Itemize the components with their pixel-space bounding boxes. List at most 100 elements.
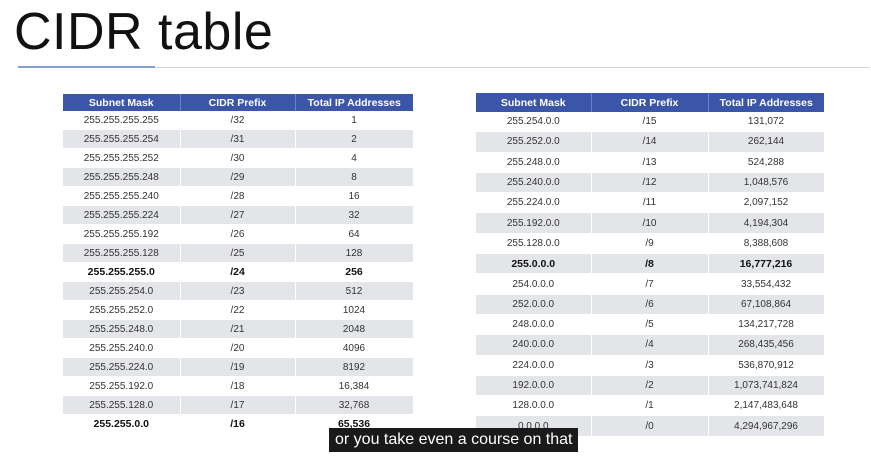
cidr-prefix-cell: /29	[180, 167, 296, 187]
cidr-prefix-cell: /28	[180, 186, 296, 206]
cidr-prefix-cell: /8	[591, 253, 709, 275]
total-ip-cell: 512	[295, 281, 414, 301]
table-row: 255.255.254.0/23 512	[63, 281, 414, 301]
cidr-prefix-cell: /31	[180, 129, 296, 149]
cidr-prefix-cell: /5	[591, 314, 709, 336]
table-row: 255.192.0.0/10 4,194,304	[476, 212, 825, 234]
subnet-mask-cell: 255.255.255.252	[63, 148, 181, 168]
total-ip-cell: 1	[295, 111, 414, 130]
cidr-prefix-cell: /6	[591, 294, 709, 315]
subnet-mask-cell: 255.255.255.224	[63, 205, 181, 225]
total-ip-cell: 4,294,967,296	[708, 415, 825, 437]
header-total-ip-addresses: Total IP Addresses	[295, 94, 413, 111]
total-ip-cell: 32	[295, 205, 414, 225]
table-row: 255.248.0.0/13 524,288	[476, 152, 825, 173]
table-row: 248.0.0.0/5 134,217,728	[476, 314, 825, 336]
cidr-prefix-cell: /16	[180, 414, 296, 434]
cidr-prefix-cell: /24	[180, 262, 296, 282]
subnet-mask-cell: 255.255.240.0	[63, 338, 181, 358]
total-ip-cell: 64	[295, 224, 414, 244]
total-ip-cell: 67,108,864	[708, 294, 825, 315]
subnet-mask-cell: 255.255.255.248	[63, 167, 181, 187]
subnet-mask-cell: 252.0.0.0	[476, 294, 592, 315]
table-row: 255.255.248.0/21 2048	[63, 319, 414, 339]
cidr-prefix-cell: /10	[591, 212, 709, 234]
subnet-mask-cell: 255.255.255.128	[63, 243, 181, 263]
subnet-mask-cell: 255.255.255.0	[63, 262, 181, 282]
cidr-prefix-cell: /26	[180, 224, 296, 244]
total-ip-cell: 1,073,741,824	[708, 375, 825, 397]
total-ip-cell: 2048	[295, 319, 414, 339]
table-row: 255.252.0.0/14 262,144	[476, 131, 825, 153]
subnet-mask-cell: 255.254.0.0	[476, 112, 592, 133]
table-row: 255.128.0.0/9 8,388,608	[476, 233, 825, 255]
total-ip-cell: 134,217,728	[708, 314, 825, 336]
total-ip-cell: 4096	[295, 338, 414, 358]
slide-title: CIDR table	[14, 3, 274, 61]
cidr-prefix-cell: /23	[180, 281, 296, 301]
table-header-row: Subnet Mask CIDR Prefix Total IP Address…	[63, 94, 413, 111]
cidr-prefix-cell: /14	[591, 131, 709, 153]
cidr-prefix-cell: /9	[591, 233, 709, 255]
total-ip-cell: 268,435,456	[708, 334, 825, 356]
cidr-prefix-cell: /12	[591, 172, 709, 194]
subnet-mask-cell: 255.252.0.0	[476, 131, 592, 153]
total-ip-cell: 524,288	[708, 152, 825, 173]
cidr-prefix-cell: /3	[591, 355, 709, 376]
cidr-prefix-cell: /30	[180, 148, 296, 168]
total-ip-cell: 8192	[295, 357, 414, 377]
cidr-prefix-cell: /1	[591, 395, 709, 417]
table-row: 255.224.0.0/11 2,097,152	[476, 192, 825, 214]
total-ip-cell: 32,768	[295, 395, 414, 415]
subnet-mask-cell: 192.0.0.0	[476, 375, 592, 397]
table-row: 128.0.0.0/1 2,147,483,648	[476, 395, 825, 417]
subnet-mask-cell: 255.240.0.0	[476, 172, 592, 194]
subnet-mask-cell: 255.255.128.0	[63, 395, 181, 415]
table-row: 252.0.0.0/6 67,108,864	[476, 294, 825, 315]
subnet-mask-cell: 255.255.255.192	[63, 224, 181, 244]
total-ip-cell: 262,144	[708, 131, 825, 153]
subnet-mask-cell: 128.0.0.0	[476, 395, 592, 417]
total-ip-cell: 1,048,576	[708, 172, 825, 194]
header-total-ip-addresses: Total IP Addresses	[708, 93, 824, 112]
total-ip-cell: 2,097,152	[708, 192, 825, 214]
table-row: 0.0.0.0/0 4,294,967,296	[476, 415, 825, 437]
subnet-mask-cell: 255.248.0.0	[476, 152, 592, 173]
total-ip-cell: 4,194,304	[708, 212, 825, 234]
table-row: 240.0.0.0/4 268,435,456	[476, 334, 825, 356]
subnet-mask-cell: 255.255.192.0	[63, 376, 181, 396]
cidr-prefix-cell: /15	[591, 112, 709, 133]
table-row: 192.0.0.0/2 1,073,741,824	[476, 375, 825, 397]
title-accent-divider	[18, 66, 155, 68]
video-caption: or you take even a course on that	[329, 428, 579, 452]
subnet-mask-cell: 255.255.255.255	[63, 111, 181, 130]
cidr-prefix-cell: /4	[591, 334, 709, 356]
table-row: 255.255.255.192/26 64	[63, 224, 414, 244]
header-cidr-prefix: CIDR Prefix	[591, 93, 709, 112]
subnet-mask-cell: 255.255.248.0	[63, 319, 181, 339]
cidr-prefix-cell: /13	[591, 152, 709, 173]
subnet-mask-cell: 224.0.0.0	[476, 355, 592, 376]
total-ip-cell: 128	[295, 243, 414, 263]
table-row: 224.0.0.0/3 536,870,912	[476, 355, 825, 376]
total-ip-cell: 8,388,608	[708, 233, 825, 255]
table-row: 255.0.0.0/8 16,777,216	[476, 253, 825, 275]
subnet-mask-cell: 255.255.255.240	[63, 186, 181, 206]
cidr-table-left: Subnet Mask CIDR Prefix Total IP Address…	[63, 94, 414, 434]
cidr-prefix-cell: /17	[180, 395, 296, 415]
cidr-prefix-cell: /11	[591, 192, 709, 214]
subnet-mask-cell: 255.255.224.0	[63, 357, 181, 377]
subnet-mask-cell: 255.224.0.0	[476, 192, 592, 214]
cidr-prefix-cell: /2	[591, 375, 709, 397]
subnet-mask-cell: 254.0.0.0	[476, 273, 592, 295]
total-ip-cell: 536,870,912	[708, 355, 825, 376]
subnet-mask-cell: 255.255.254.0	[63, 281, 181, 301]
subnet-mask-cell: 240.0.0.0	[476, 334, 592, 356]
table-row: 255.240.0.0/12 1,048,576	[476, 172, 825, 194]
table-row: 255.255.255.224/27 32	[63, 205, 414, 225]
table-row: 255.255.240.0/20 4096	[63, 338, 414, 358]
cidr-prefix-cell: /27	[180, 205, 296, 225]
subnet-mask-cell: 255.255.0.0	[63, 414, 181, 434]
table-row: 254.0.0.0/7 33,554,432	[476, 273, 825, 295]
table-row: 255.255.255.255/32 1	[63, 111, 414, 130]
